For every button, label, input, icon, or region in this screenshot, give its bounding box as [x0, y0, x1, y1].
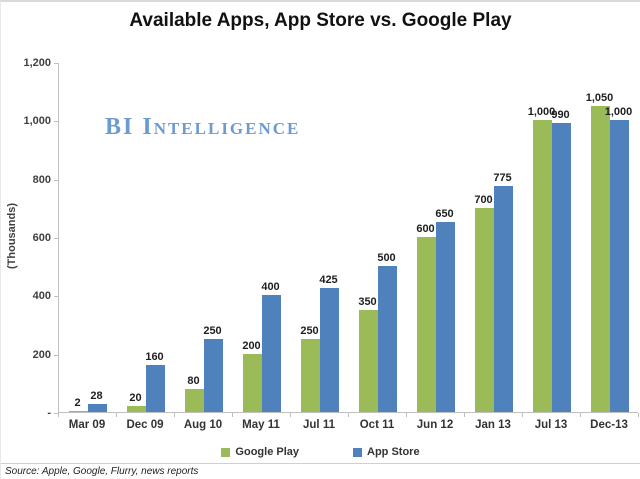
bar-value-label: 160: [145, 351, 164, 363]
bar-value-label: 250: [203, 325, 222, 337]
legend-label-app-store: App Store: [367, 446, 420, 458]
x-tick-mark: [232, 413, 233, 417]
bar-value-label: 500: [377, 252, 396, 264]
x-tick-mark: [406, 413, 407, 417]
x-category-label: Jun 12: [416, 419, 454, 431]
bar-google-play: [185, 389, 204, 412]
y-tick-label: 1,200: [23, 57, 51, 69]
legend-item-app-store: App Store: [353, 446, 420, 458]
x-category-label: Oct 11: [359, 419, 395, 431]
x-category-label: Jul 11: [303, 419, 335, 431]
legend-label-google-play: Google Play: [235, 446, 299, 458]
bar-app-store: [146, 365, 165, 412]
x-category-label: Dec-13: [590, 419, 628, 431]
bar-value-label: 350: [358, 296, 377, 308]
y-tick-mark: [54, 63, 58, 64]
bar-value-label: 250: [300, 325, 319, 337]
bar-app-store: [552, 123, 571, 412]
bar-value-label: 1,050: [585, 92, 614, 104]
bar-app-store: [494, 186, 513, 412]
bi-intelligence-watermark: BI Intelligence: [105, 114, 301, 140]
y-tick-mark: [54, 238, 58, 239]
bar-value-label: 600: [416, 223, 435, 235]
bar-google-play: [127, 406, 146, 412]
bar-app-store: [204, 339, 223, 412]
bar-google-play: [417, 237, 436, 412]
x-tick-mark: [348, 413, 349, 417]
x-category-label: Jul 13: [534, 419, 568, 431]
y-tick-label: 600: [32, 232, 51, 244]
y-tick-label: 200: [32, 348, 51, 361]
bar-value-label: 425: [319, 274, 338, 286]
plot-area: [58, 63, 638, 413]
x-category-label: Jan 13: [475, 419, 511, 431]
source-note: Source: Apple, Google, Flurry, news repo…: [5, 466, 199, 477]
y-tick-mark: [54, 413, 58, 414]
bar-value-label: 1,000: [527, 106, 556, 118]
x-category-label: Mar 09: [68, 419, 106, 431]
chart-title: Available Apps, App Store vs. Google Pla…: [129, 10, 512, 31]
y-tick-label: -: [47, 407, 51, 419]
x-tick-mark: [58, 413, 59, 417]
y-tick-mark: [54, 121, 58, 123]
x-tick-mark: [464, 413, 465, 417]
bar-value-label: 775: [493, 172, 512, 184]
footer-divider: [1, 463, 640, 464]
bar-value-label: 700: [474, 194, 493, 206]
x-tick-mark: [580, 413, 581, 417]
bar-google-play: [475, 208, 494, 412]
bar-value-label: 1,000: [604, 106, 633, 118]
app-store-swatch-icon: [353, 447, 362, 457]
bar-app-store: [320, 288, 339, 412]
bar-app-store: [610, 120, 629, 412]
bar-google-play: [301, 339, 320, 412]
x-tick-mark: [638, 413, 639, 417]
bar-google-play: [533, 120, 552, 412]
bar-value-label: 2: [74, 397, 81, 409]
y-tick-mark: [54, 179, 58, 181]
x-category-label: May 11: [242, 419, 280, 431]
bar-value-label: 28: [90, 390, 103, 402]
x-tick-mark: [174, 413, 175, 417]
bar-app-store: [262, 295, 281, 412]
legend-item-google-play: Google Play: [221, 446, 299, 458]
x-category-label: Aug 10: [183, 419, 223, 431]
bar-google-play: [243, 354, 262, 412]
bar-value-label: 650: [435, 208, 454, 220]
google-play-swatch-icon: [221, 447, 231, 457]
bar-value-label: 80: [187, 375, 200, 387]
bar-value-label: 400: [261, 281, 280, 293]
y-tick-label: 1,000: [23, 115, 51, 128]
x-category-label: Dec 09: [126, 419, 164, 431]
bar-value-label: 200: [242, 340, 261, 352]
bar-value-label: 990: [551, 109, 570, 121]
y-tick-mark: [54, 354, 58, 356]
y-tick-label: 400: [32, 290, 51, 303]
x-tick-mark: [116, 413, 117, 417]
bar-google-play: [69, 411, 88, 412]
bar-value-label: 20: [129, 392, 142, 404]
x-tick-mark: [522, 413, 523, 417]
bar-app-store: [436, 222, 455, 412]
legend: Google Play App Store: [1, 446, 640, 458]
bar-app-store: [88, 404, 107, 412]
bar-google-play: [359, 310, 378, 412]
bar-app-store: [378, 266, 397, 412]
y-tick-label: 800: [32, 173, 51, 186]
x-tick-mark: [290, 413, 291, 417]
y-tick-mark: [54, 296, 58, 298]
bar-google-play: [591, 106, 610, 412]
